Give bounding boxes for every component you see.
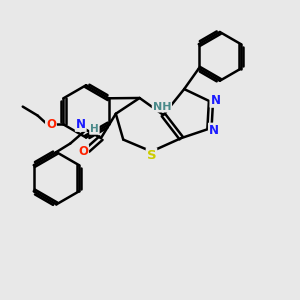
Text: S: S <box>147 149 156 162</box>
Text: O: O <box>78 145 88 158</box>
Text: H: H <box>90 124 99 134</box>
Text: N: N <box>210 94 220 107</box>
Text: NH: NH <box>153 102 171 112</box>
Text: N: N <box>76 118 86 131</box>
Text: O: O <box>46 118 56 131</box>
Text: N: N <box>209 124 219 136</box>
